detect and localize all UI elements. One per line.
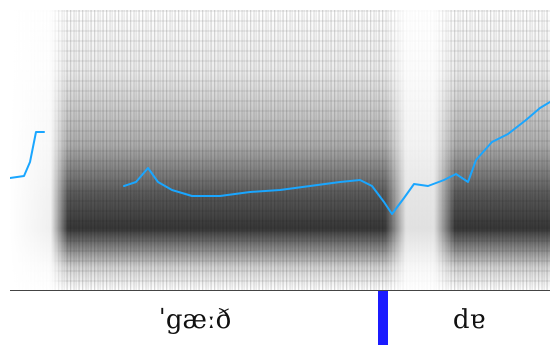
segment-label-2: dɐ	[452, 305, 486, 335]
transcription-tier: ˈgæːð dɐ	[10, 290, 550, 345]
spectrogram	[10, 10, 550, 290]
spectrogram-silence-left	[10, 10, 68, 290]
segment-boundary-marker[interactable]	[378, 291, 388, 345]
spectrogram-silence-middle	[385, 10, 455, 290]
segment-label-1: ˈgæːð	[158, 305, 232, 335]
spectrogram-background	[10, 10, 550, 290]
